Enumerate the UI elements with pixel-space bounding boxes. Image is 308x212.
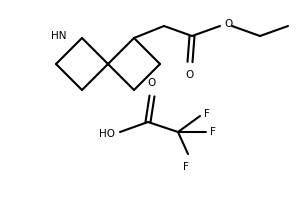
Text: O: O xyxy=(224,19,232,29)
Text: O: O xyxy=(148,78,156,88)
Text: O: O xyxy=(186,70,194,80)
Text: HO: HO xyxy=(99,129,115,139)
Text: F: F xyxy=(183,162,189,172)
Text: F: F xyxy=(210,127,216,137)
Text: HN: HN xyxy=(51,31,66,41)
Text: F: F xyxy=(204,109,210,119)
